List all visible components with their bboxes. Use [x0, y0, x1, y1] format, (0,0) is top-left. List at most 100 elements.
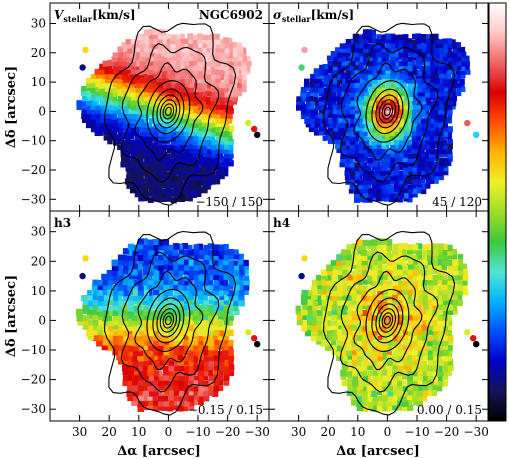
spaxel — [366, 285, 373, 291]
spaxel — [193, 259, 200, 266]
spaxel — [411, 39, 417, 45]
spaxel — [335, 294, 342, 301]
spaxel — [117, 135, 123, 142]
spaxel — [433, 104, 440, 111]
isophote-contour — [152, 297, 185, 344]
spaxel — [132, 305, 139, 311]
spaxel — [431, 254, 438, 261]
spaxel — [137, 379, 144, 386]
spaxel — [254, 340, 261, 348]
spaxel — [138, 394, 145, 401]
spaxel — [432, 243, 439, 250]
spaxel — [143, 34, 149, 40]
spaxel — [436, 314, 442, 321]
spaxel — [81, 318, 88, 325]
spaxel — [126, 360, 133, 366]
spaxel — [147, 239, 154, 246]
spaxel — [142, 284, 148, 290]
spaxel — [353, 74, 359, 80]
spaxel — [317, 77, 323, 83]
spaxel — [206, 56, 212, 62]
spaxel — [420, 34, 426, 40]
spaxel — [427, 259, 434, 265]
spaxel — [341, 359, 348, 366]
spaxel — [87, 333, 94, 340]
spaxel — [152, 147, 159, 154]
spaxel — [339, 108, 346, 115]
spaxel — [402, 359, 409, 366]
spaxel — [215, 42, 221, 48]
spaxel — [94, 120, 101, 127]
spaxel — [183, 264, 190, 271]
isophote-contour — [164, 315, 172, 326]
spaxel — [191, 113, 198, 120]
spaxel — [117, 144, 123, 150]
spaxel — [433, 113, 440, 119]
spaxel — [376, 244, 383, 251]
spaxel — [173, 152, 180, 159]
spaxel — [411, 55, 417, 61]
spaxel — [157, 394, 165, 402]
spaxel — [426, 369, 433, 376]
spaxel — [391, 314, 398, 321]
spaxel — [416, 113, 423, 120]
spaxel — [86, 300, 93, 307]
spaxel — [77, 319, 85, 326]
spaxel — [94, 112, 101, 119]
spaxel — [336, 91, 342, 97]
spaxel — [335, 259, 342, 266]
spaxel — [464, 64, 470, 70]
spaxel — [122, 339, 129, 345]
spaxel — [192, 122, 199, 129]
spaxel — [127, 313, 133, 320]
spaxel — [354, 153, 360, 159]
spaxel — [406, 140, 412, 146]
spaxel — [412, 309, 419, 316]
spaxel — [172, 270, 179, 276]
spaxel — [415, 344, 423, 351]
spaxel — [106, 274, 114, 281]
spaxel — [188, 81, 194, 88]
spaxel — [345, 73, 352, 80]
spaxel — [362, 55, 368, 61]
spaxel — [129, 52, 136, 58]
spaxel — [356, 365, 363, 372]
spaxel — [210, 95, 216, 101]
spaxel — [433, 82, 439, 88]
spaxel — [437, 329, 444, 337]
spaxel — [217, 350, 223, 357]
spaxel — [223, 380, 230, 386]
spaxel — [419, 81, 427, 88]
spaxel — [390, 393, 398, 401]
spaxel — [376, 264, 382, 270]
spaxel — [222, 338, 229, 345]
spaxel — [156, 94, 163, 101]
spaxel — [441, 263, 448, 270]
spaxel — [169, 126, 176, 133]
spaxel — [157, 122, 163, 128]
spaxel — [345, 109, 351, 115]
spaxel — [350, 283, 357, 290]
spaxel — [137, 339, 144, 346]
spaxel — [397, 174, 403, 181]
spaxel — [415, 166, 422, 173]
spaxel — [345, 349, 352, 356]
spaxel — [142, 77, 149, 83]
spaxel — [178, 55, 184, 61]
spaxel — [215, 170, 221, 177]
spaxel — [147, 350, 154, 357]
spaxel — [205, 73, 211, 80]
spaxel — [396, 279, 403, 285]
spaxel — [112, 343, 119, 351]
spaxel — [210, 175, 217, 182]
spaxel — [341, 293, 348, 301]
spaxel — [341, 318, 348, 325]
spaxel — [407, 299, 413, 305]
spaxel — [366, 294, 373, 302]
spaxel — [384, 118, 390, 123]
spaxel — [334, 68, 341, 75]
spaxel — [361, 129, 368, 136]
spaxel — [425, 183, 431, 189]
spaxel — [101, 279, 108, 286]
y-tick-label: −10 — [21, 343, 46, 357]
